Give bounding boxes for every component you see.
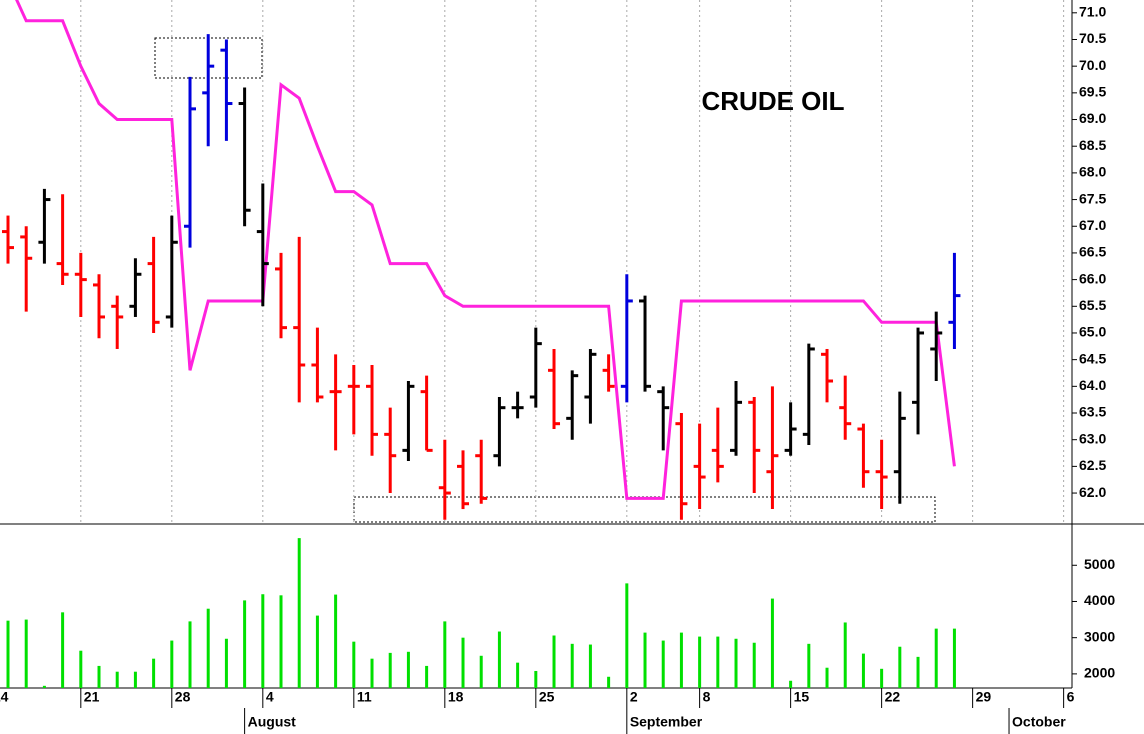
x-tick-label: 4 [266, 689, 274, 705]
y-tick-label: 65.0 [1079, 324, 1106, 340]
y-tick-label: 64.5 [1079, 350, 1106, 366]
volume-bar [425, 665, 429, 688]
x-tick-label: 25 [539, 689, 555, 705]
volume-bar [133, 671, 137, 688]
volume-bar [807, 643, 811, 688]
volume-bar [607, 676, 611, 688]
volume-bar [224, 638, 228, 688]
x-tick-label: 29 [976, 689, 992, 705]
volume-bar [679, 632, 683, 688]
line [15, 0, 956, 500]
volume-bar [843, 622, 847, 688]
volume-bar [934, 628, 938, 688]
volume-bar [24, 619, 28, 688]
volume-bar [42, 685, 46, 688]
y-tick-label: 67.0 [1079, 217, 1106, 233]
volume-bar [334, 594, 338, 688]
y-tick-label: 63.0 [1079, 430, 1106, 446]
volume-bar [188, 621, 192, 688]
volume-bar [79, 650, 83, 688]
volume-bar [461, 637, 465, 688]
volume-bar [115, 671, 119, 688]
volume-bar [206, 608, 210, 688]
y-tick-label: 67.5 [1079, 190, 1106, 206]
volume-bar [6, 620, 10, 688]
y-tick-label: 3000 [1084, 628, 1115, 644]
volume-bar [643, 632, 647, 688]
x-tick-label: 22 [885, 689, 901, 705]
volume-bar [534, 670, 538, 688]
x-tick-label: 14 [0, 689, 9, 705]
y-tick-label: 4000 [1084, 592, 1115, 608]
volume-bar [770, 598, 774, 688]
volume-bar [443, 621, 447, 688]
x-tick-label: 2 [630, 689, 638, 705]
volume-bar [243, 600, 247, 688]
volume-bar [570, 643, 574, 688]
x-tick-label: 18 [448, 689, 464, 705]
y-tick-label: 70.0 [1079, 57, 1106, 73]
volume-bar [752, 642, 756, 688]
volume-bar [388, 652, 392, 688]
x-tick-label: 8 [703, 689, 711, 705]
y-tick-label: 65.5 [1079, 297, 1106, 313]
volume-bar [552, 635, 556, 688]
y-tick-label: 5000 [1084, 556, 1115, 572]
x-tick-label: 28 [175, 689, 191, 705]
x-tick-label: 6 [1067, 689, 1075, 705]
volume-bar [170, 640, 174, 688]
y-tick-label: 64.0 [1079, 377, 1106, 393]
volume-bar [716, 636, 720, 688]
volume-bar [916, 656, 920, 688]
y-tick-label: 69.5 [1079, 84, 1106, 100]
volume-bar [261, 594, 265, 688]
x-tick-label: 11 [357, 689, 372, 705]
volume-bar [297, 538, 301, 688]
volume-bar [588, 644, 592, 688]
volume-bar [952, 628, 956, 688]
chart-title: CRUDE OIL [702, 86, 845, 116]
volume-bar [734, 638, 738, 688]
y-tick-label: 66.0 [1079, 270, 1106, 286]
volume-bar [406, 651, 410, 688]
volume-bar [497, 631, 501, 688]
x-tick-label: 21 [84, 689, 100, 705]
volume-bar [370, 658, 374, 688]
volume-bar [698, 636, 702, 688]
y-tick-label: 68.5 [1079, 137, 1106, 153]
volume-bar [625, 583, 629, 688]
y-tick-label: 69.0 [1079, 110, 1106, 126]
y-tick-label: 66.5 [1079, 244, 1106, 260]
volume-bar [516, 662, 520, 688]
volume-bar [479, 655, 483, 688]
y-tick-label: 2000 [1084, 665, 1115, 681]
y-tick-label: 63.5 [1079, 404, 1106, 420]
volume-bar [352, 641, 356, 688]
y-tick-label: 62.0 [1079, 484, 1106, 500]
volume-bar [279, 595, 283, 688]
volume-bar [898, 646, 902, 688]
volume-bar [861, 653, 865, 688]
volume-bar [825, 667, 829, 688]
month-label: October [1012, 714, 1066, 730]
highlight-box [353, 496, 936, 523]
volume-bar [880, 668, 884, 688]
volume-bar [152, 658, 156, 688]
volume-bar [661, 640, 665, 688]
y-tick-label: 68.0 [1079, 164, 1106, 180]
price-panel [2, 0, 961, 520]
month-label: September [630, 714, 703, 730]
y-tick-label: 71.0 [1079, 4, 1106, 20]
y-tick-label: 70.5 [1079, 30, 1106, 46]
x-tick-label: 15 [794, 689, 810, 705]
volume-bar [315, 615, 319, 688]
volume-bar [97, 665, 101, 688]
volume-bar [61, 612, 65, 688]
y-tick-label: 62.5 [1079, 457, 1106, 473]
volume-bar [789, 680, 793, 688]
month-label: August [248, 714, 297, 730]
